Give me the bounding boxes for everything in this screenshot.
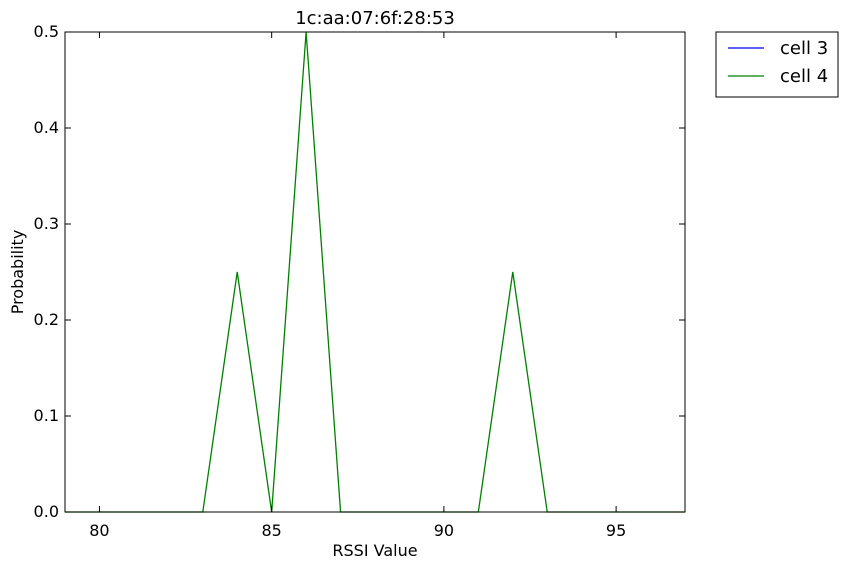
x-tick-label: 80: [89, 521, 109, 540]
x-tick-label: 90: [434, 521, 454, 540]
chart-title: 1c:aa:07:6f:28:53: [295, 8, 455, 29]
y-tick-label: 0.2: [34, 310, 59, 329]
ticks-layer: 80 85 90 95 0.0 0.1 0.2 0.3 0.4 0.5: [34, 22, 685, 540]
series-layer: [65, 31, 685, 513]
y-tick-label: 0.0: [34, 502, 59, 521]
legend-box: [715, 31, 839, 98]
series-line-2: [65, 31, 685, 513]
x-tick-label: 85: [261, 521, 281, 540]
y-tick-label: 0.4: [34, 118, 59, 137]
x-tick-label: 95: [606, 521, 626, 540]
x-axis-label: RSSI Value: [332, 541, 417, 560]
y-axis-label: Probability: [8, 230, 27, 315]
plot-frame: [64, 31, 686, 513]
legend-label-2: cell 4: [780, 66, 828, 87]
y-tick-label: 0.3: [34, 214, 59, 233]
y-tick-label: 0.5: [34, 22, 59, 41]
legend-label-1: cell 3: [780, 38, 828, 59]
y-tick-label: 0.1: [34, 406, 59, 425]
legend: cell 3 cell 4: [715, 31, 839, 98]
